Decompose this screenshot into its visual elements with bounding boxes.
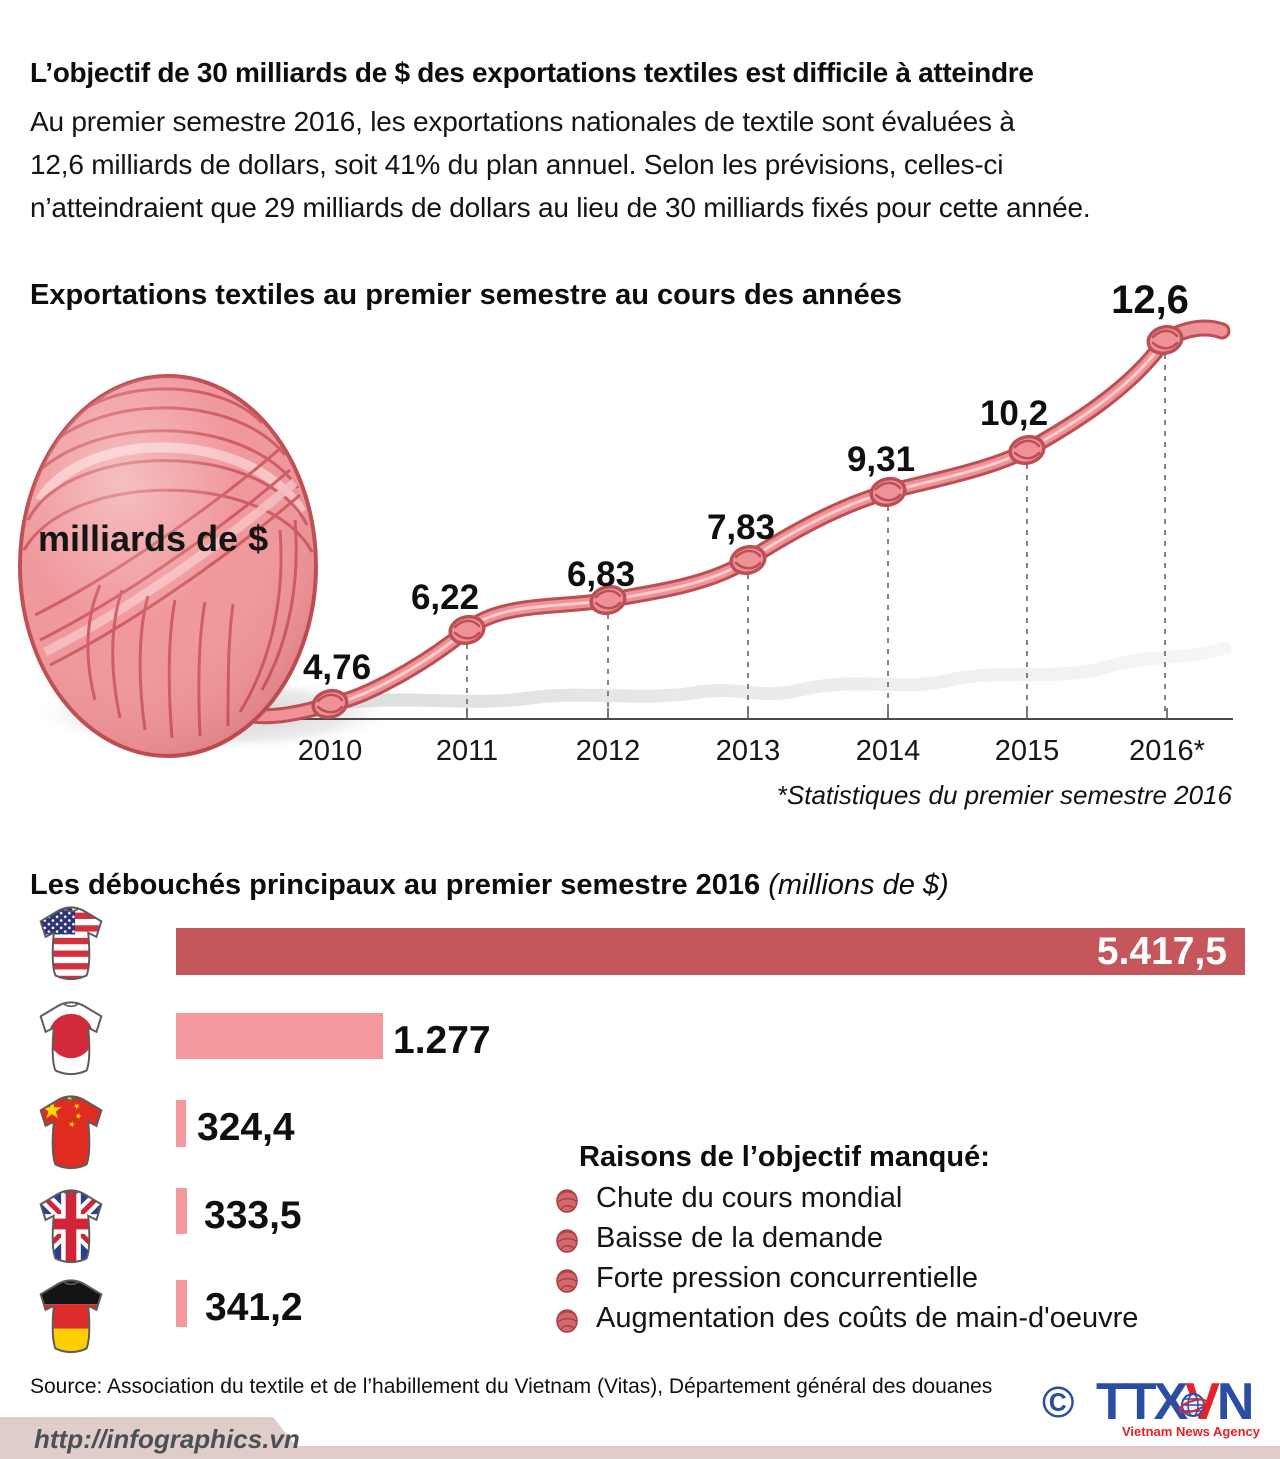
x-axis-tick-label: 2011	[435, 735, 499, 767]
source-line: Source: Association du textile et de l’h…	[30, 1375, 993, 1398]
yarn-bullet-icon	[556, 1189, 578, 1213]
drop-lines	[466, 354, 1166, 717]
x-axis-tick-label: 2010	[297, 735, 363, 767]
point-value-label: 6,83	[566, 555, 636, 594]
reasons-heading: Raisons de l’objectif manqué:	[579, 1141, 990, 1173]
point-value-label: 6,22	[410, 578, 480, 617]
point-value-label: 9,31	[846, 440, 916, 479]
bar-value-germany: 341,2	[205, 1286, 303, 1329]
bar-value-uk: 333,5	[204, 1194, 302, 1237]
reason-item: Chute du cours mondial	[596, 1182, 903, 1214]
reason-item: Augmentation des coûts de main-d'oeuvre	[596, 1302, 1139, 1334]
globe-icon	[1178, 1393, 1208, 1417]
point-value-label: 7,83	[706, 508, 776, 547]
bar-value-china: 324,4	[197, 1106, 295, 1149]
yarn-bullet-icon	[556, 1229, 578, 1253]
point-value-label: 4,76	[302, 648, 372, 687]
intro-paragraph: Au premier semestre 2016, les exportatio…	[30, 100, 1260, 229]
bar-usa	[176, 928, 1245, 975]
point-value-label: 12,6	[1111, 278, 1189, 322]
bar-chart-title: Les débouchés principaux au premier seme…	[30, 869, 1130, 902]
logo-ttx: TTX	[1096, 1373, 1188, 1431]
unit-label: milliards de $	[38, 518, 269, 559]
bar-value-usa: 5.417,5	[176, 928, 1245, 975]
intro-line: 12,6 milliards de dollars, soit 41% du p…	[30, 149, 1004, 180]
x-axis-tick-label: 2016*	[1129, 735, 1205, 767]
bar-value-japan: 1.277	[393, 1019, 491, 1062]
germany-flag-icon	[39, 1279, 103, 1354]
intro-line: n’atteindraient que 29 milliards de doll…	[30, 192, 1091, 223]
bar-chart-title-italic: (millions de $)	[768, 869, 949, 902]
reason-item: Forte pression concurrentielle	[596, 1262, 979, 1294]
bar-chart-title-bold: Les débouchés principaux au premier seme…	[30, 869, 761, 902]
intro-line: Au premier semestre 2016, les exportatio…	[30, 106, 1015, 137]
page-title: L’objectif de 30 milliards de $ des expo…	[30, 56, 1034, 88]
point-value-label: 10,2	[979, 394, 1049, 433]
ttxvn-logo-subtext: Vietnam News Agency	[1122, 1424, 1260, 1439]
bar-uk	[176, 1188, 187, 1234]
yarn-bullet-icon	[556, 1309, 578, 1333]
reason-item: Baisse de la demande	[596, 1222, 883, 1254]
bar-japan	[176, 1013, 383, 1059]
axis-ticks	[329, 708, 1168, 719]
thread-shadow	[345, 641, 1232, 709]
usa-flag-icon	[39, 906, 103, 981]
bar-germany	[176, 1280, 187, 1327]
infographics-url: http://infographics.vn	[34, 1424, 300, 1454]
china-flag-icon	[39, 1095, 103, 1170]
x-axis-tick-label: 2015	[994, 735, 1060, 767]
yarn-ball-icon	[18, 374, 318, 758]
x-axis-tick-label: 2012	[575, 735, 641, 767]
yarn-bullet-icon	[556, 1269, 578, 1293]
copyright-symbol: ©	[1042, 1378, 1075, 1427]
x-axis-tick-label: 2013	[715, 735, 781, 767]
bar-china	[176, 1100, 186, 1147]
ttxvn-logo: TTXVN	[1096, 1372, 1266, 1431]
japan-flag-icon	[39, 1001, 103, 1076]
chart-footnote: *Statistiques du premier semestre 2016	[776, 780, 1232, 810]
logo-n: N	[1216, 1373, 1255, 1431]
bar-value-usa-text: 5.417,5	[1096, 930, 1227, 973]
uk-flag-icon	[39, 1189, 103, 1264]
x-axis-tick-label: 2014	[855, 735, 921, 767]
line-chart-title: Exportations textiles au premier semestr…	[30, 279, 902, 312]
